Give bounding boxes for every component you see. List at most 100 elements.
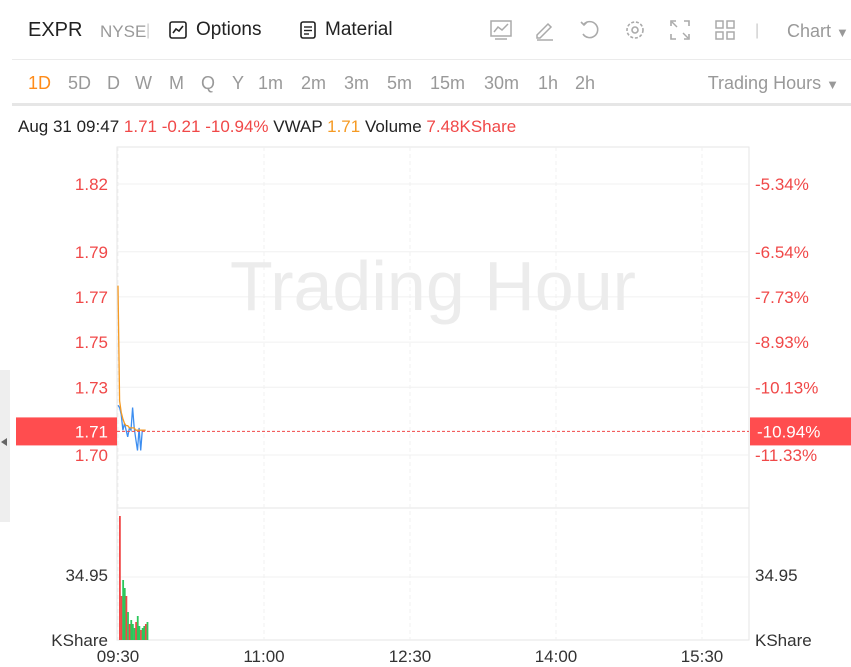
volume-bar	[125, 596, 128, 640]
trading-hours-select[interactable]: Trading Hours ▼	[708, 73, 839, 94]
pct-tick-label: -5.34%	[755, 175, 809, 194]
pct-tick-label: -11.33%	[755, 446, 817, 465]
price-tick-label: 1.73	[75, 378, 108, 397]
volume-bar	[133, 628, 136, 640]
volume-bars	[119, 516, 149, 640]
price-tick-label: 1.79	[75, 243, 108, 262]
pencil-icon[interactable]	[533, 18, 557, 42]
period-tabs: 1D 5D D W M Q Y 1m 2m 3m 5m 15m 30m 1h 2…	[12, 60, 851, 106]
tab-period-2m[interactable]: 2m	[301, 73, 327, 93]
price-tick-label: 1.82	[75, 175, 108, 194]
tab-period-quarter[interactable]: Q	[201, 73, 216, 93]
refresh-icon[interactable]	[578, 18, 602, 42]
tab-period-year[interactable]: Y	[232, 73, 245, 93]
time-tick-label: 11:00	[243, 647, 284, 666]
side-panel-toggle[interactable]	[0, 370, 10, 522]
quote-info-bar: Aug 31 09:47 1.71 -0.21 -10.94% VWAP 1.7…	[18, 117, 516, 137]
tab-period-2h[interactable]: 2h	[575, 73, 596, 93]
tab-period-day[interactable]: D	[107, 73, 120, 93]
volume-bar	[122, 580, 125, 640]
price-line	[117, 404, 146, 451]
current-price-label: 1.71	[75, 422, 108, 441]
caret-down-icon: ▼	[826, 77, 839, 92]
volume-bar	[135, 622, 138, 640]
time-tick-label: 15:30	[681, 647, 724, 666]
chart-type-label: Chart	[787, 21, 832, 41]
line-chart-icon[interactable]	[489, 18, 513, 42]
tab-period-week[interactable]: W	[135, 73, 152, 93]
tab-period-15m[interactable]: 15m	[430, 73, 466, 93]
price-tick-label: 1.75	[75, 333, 108, 352]
chart-type-select[interactable]: Chart ▼	[787, 21, 849, 42]
gear-icon[interactable]	[623, 18, 647, 42]
pct-tick-label: -6.54%	[755, 243, 809, 262]
options-icon	[169, 21, 187, 39]
current-price-badge	[16, 417, 117, 446]
volume-bar	[127, 612, 129, 640]
symbol: EXPR	[28, 19, 83, 41]
chart-grid	[116, 146, 750, 641]
price-lines	[117, 285, 146, 451]
tab-period-3m[interactable]: 3m	[344, 73, 370, 93]
price-tick-label: 1.77	[75, 288, 108, 307]
header-divider-2: |	[755, 22, 760, 39]
tab-period-30m[interactable]: 30m	[484, 73, 520, 93]
quote-datetime: Aug 31 09:47	[18, 117, 120, 136]
vwap-label: VWAP	[273, 117, 323, 136]
volume-bar	[120, 596, 123, 640]
tab-period-5m[interactable]: 5m	[387, 73, 413, 93]
volume-tick-label-right: 34.95	[755, 566, 798, 585]
volume-bar	[123, 588, 126, 640]
current-price-marker: 1.71 -10.94%	[16, 417, 851, 446]
pct-tick-label: -7.73%	[755, 288, 809, 307]
chart-axes: 1.82 -5.34% 1.79 -6.54% 1.77 -7.73% 1.75 -8.93%…	[51, 175, 818, 666]
header-divider: |	[146, 22, 151, 39]
volume-bar	[131, 624, 134, 640]
volume-bar	[140, 630, 142, 640]
current-pct-label: -10.94%	[757, 422, 820, 441]
header-bar: EXPR NYSE | Options Material	[12, 0, 851, 60]
volume-tick-label: 34.95	[65, 566, 108, 585]
exchange: NYSE	[100, 22, 147, 41]
quote-price: 1.71	[123, 117, 157, 136]
time-tick-label: 14:00	[535, 647, 578, 666]
options-button[interactable]: Options	[168, 19, 261, 41]
vwap-line	[117, 285, 146, 431]
volume-bar	[143, 626, 146, 640]
trading-hours-label: Trading Hours	[707, 73, 822, 93]
volume-value: 7.48KShare	[426, 117, 517, 136]
document-icon	[300, 21, 316, 39]
tab-period-1h[interactable]: 1h	[538, 73, 559, 93]
volume-unit-label-right: KShare	[755, 631, 812, 650]
time-tick-label: 09:30	[97, 647, 140, 666]
tab-period-1m[interactable]: 1m	[258, 73, 284, 93]
caret-down-icon: ▼	[836, 25, 849, 40]
pct-tick-label: -10.13%	[755, 378, 818, 397]
volume-bar	[138, 626, 141, 640]
time-tick-label: 12:30	[389, 647, 432, 666]
volume-label: Volume	[364, 117, 422, 136]
tab-period-month[interactable]: M	[169, 73, 184, 93]
volume-bar	[146, 622, 149, 640]
volume-bar	[119, 516, 121, 640]
tab-period-5d[interactable]: 5D	[68, 73, 92, 93]
volume-bar	[130, 620, 133, 640]
chevron-left-icon[interactable]	[1, 438, 7, 446]
quote-change-pct: -10.94%	[205, 117, 269, 136]
volume-unit-label: KShare	[51, 631, 108, 650]
volume-bar	[128, 624, 131, 640]
fullscreen-icon[interactable]	[668, 18, 692, 42]
grid-icon[interactable]	[713, 18, 737, 42]
plot-frame	[116, 146, 750, 641]
volume-bar	[144, 624, 147, 640]
price-tick-label: 1.70	[75, 446, 108, 465]
volume-bar	[141, 628, 144, 640]
material-button[interactable]: Material	[299, 19, 393, 41]
watermark: Trading Hour	[230, 247, 636, 325]
volume-bar	[136, 616, 139, 640]
tab-period-1d[interactable]: 1D	[28, 73, 52, 93]
pct-tick-label: -8.93%	[755, 333, 809, 352]
quote-change: -0.21	[161, 117, 201, 136]
options-label: Options	[196, 19, 262, 40]
